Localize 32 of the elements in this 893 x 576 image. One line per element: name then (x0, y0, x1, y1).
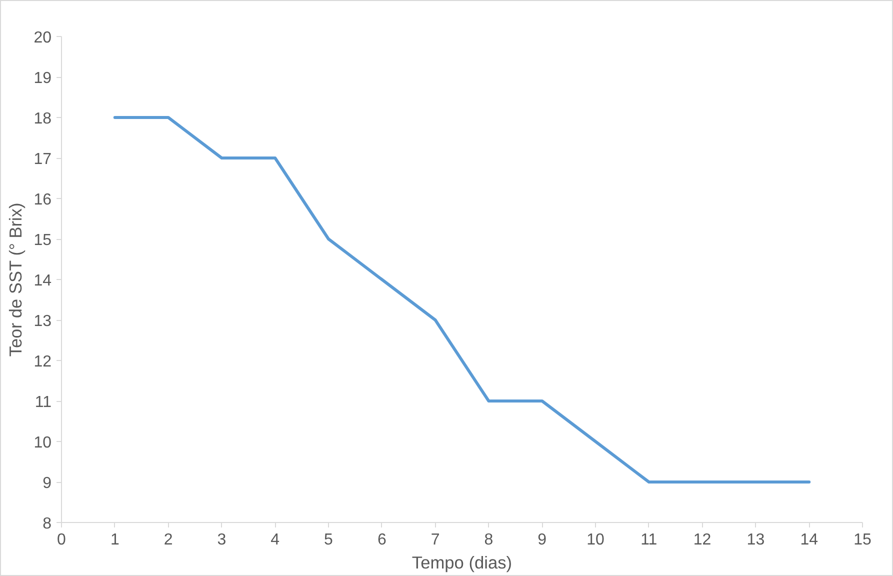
y-tick-label: 19 (34, 70, 52, 87)
y-tick-label: 17 (34, 151, 52, 168)
y-tick-label: 20 (34, 30, 52, 46)
x-tick-label: 7 (430, 532, 440, 548)
y-tick-label: 12 (34, 354, 52, 370)
x-tick-label: 15 (854, 532, 872, 548)
y-tick-label: 9 (42, 475, 52, 492)
y-tick-label: 15 (34, 232, 52, 249)
y-tick-label: 13 (34, 313, 52, 330)
x-tick-label: 8 (484, 532, 494, 548)
x-tick-label: 14 (800, 532, 818, 548)
x-tick-label: 4 (270, 532, 280, 548)
x-tick-label: 11 (640, 532, 658, 548)
y-tick-label: 18 (34, 110, 52, 128)
x-tick-label: 2 (164, 532, 173, 548)
y-tick-label: 16 (34, 192, 52, 208)
x-tick-label: 12 (693, 532, 712, 548)
x-tick-label: 0 (57, 532, 66, 548)
x-tick-label: 5 (324, 532, 334, 548)
x-tick-label: 6 (377, 532, 386, 548)
y-axis-title: Teor de SST (° Brix) (6, 202, 26, 357)
x-tick-label: 1 (110, 532, 120, 548)
y-tick-label: 11 (34, 394, 52, 411)
x-tick-label: 10 (586, 532, 604, 548)
x-tick-label: 9 (538, 532, 547, 548)
x-tick-label: 3 (217, 532, 226, 548)
y-tick-label: 10 (34, 434, 52, 452)
line-series (113, 116, 811, 484)
x-tick-label: 13 (746, 532, 765, 548)
y-tick-label: 8 (42, 516, 52, 532)
y-tick-label: 14 (34, 272, 52, 290)
x-axis-title: Tempo (dias) (412, 552, 512, 572)
